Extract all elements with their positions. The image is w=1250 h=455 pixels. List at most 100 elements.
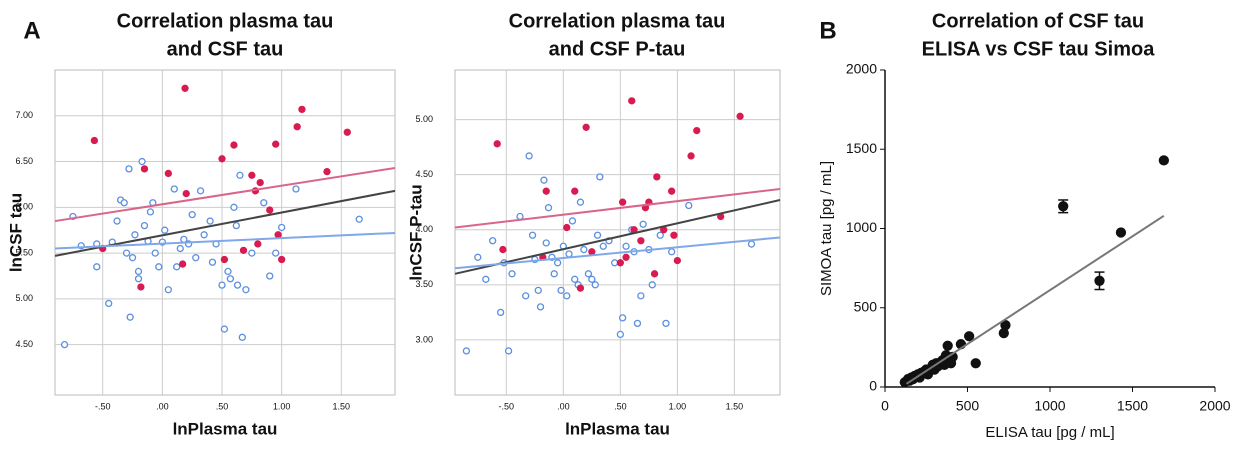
point — [230, 141, 238, 149]
point — [550, 270, 558, 278]
point — [653, 173, 661, 181]
fit-line — [905, 214, 1165, 385]
x-tick-label: .50 — [614, 401, 627, 411]
point — [565, 250, 573, 258]
panel-label: A — [23, 17, 40, 44]
y-tick-label: 5.00 — [15, 293, 33, 303]
point — [206, 217, 214, 225]
fit-line — [54, 231, 396, 250]
y-tick-label: 3.50 — [415, 279, 433, 289]
y-tick-label: 5.50 — [15, 247, 33, 257]
point — [482, 275, 490, 283]
point — [274, 231, 282, 239]
point — [125, 165, 133, 173]
point — [170, 185, 178, 193]
point — [60, 340, 69, 349]
point — [687, 152, 695, 160]
point — [272, 249, 280, 257]
point — [637, 292, 645, 300]
point — [536, 303, 545, 311]
point — [218, 281, 226, 289]
point — [622, 253, 630, 261]
point — [599, 242, 607, 250]
point — [233, 281, 242, 289]
point — [113, 217, 121, 225]
point — [504, 347, 513, 355]
point — [553, 259, 562, 267]
x-tick-label: 1.50 — [333, 401, 351, 411]
x-tick-label: .00 — [557, 401, 570, 411]
y-tick-label: 1000 — [846, 219, 877, 235]
point — [474, 253, 482, 261]
point — [488, 237, 497, 245]
point — [618, 198, 627, 206]
point — [323, 167, 331, 176]
y-tick-label: 1500 — [846, 140, 877, 156]
point — [616, 259, 625, 267]
point — [256, 178, 264, 187]
point — [220, 255, 229, 264]
point — [618, 314, 627, 322]
point — [591, 281, 599, 289]
point — [648, 281, 656, 289]
point — [140, 221, 149, 230]
y-tick-label: 3.00 — [415, 334, 433, 344]
point — [693, 126, 701, 135]
point — [266, 206, 274, 214]
point — [650, 270, 659, 278]
point — [525, 152, 533, 160]
fit-line — [454, 187, 781, 229]
chart-title: Correlation plasma tau — [509, 10, 726, 32]
point — [164, 286, 172, 294]
point — [248, 249, 256, 257]
point — [176, 244, 184, 253]
point — [343, 128, 351, 136]
point — [292, 185, 300, 193]
point — [293, 123, 301, 131]
x-tick-label: .50 — [216, 401, 229, 411]
point — [542, 239, 550, 247]
point — [582, 123, 590, 131]
point — [242, 286, 250, 294]
panel-label: B — [819, 17, 836, 44]
point — [596, 173, 604, 181]
point — [593, 231, 602, 239]
point — [540, 176, 548, 184]
point — [226, 275, 235, 283]
point — [272, 140, 280, 148]
point — [278, 223, 286, 232]
point — [192, 254, 200, 262]
point — [563, 292, 571, 300]
point — [942, 340, 953, 351]
fit-line — [454, 236, 781, 270]
point — [736, 112, 744, 120]
point — [248, 171, 256, 179]
point — [181, 84, 189, 92]
point — [542, 187, 550, 195]
point — [685, 201, 693, 210]
point — [208, 258, 217, 266]
point — [220, 325, 229, 333]
point — [137, 283, 145, 291]
point — [188, 210, 196, 219]
x-tick-label: 1000 — [1034, 398, 1065, 414]
y-tick-label: 6.00 — [15, 202, 33, 212]
x-tick-label: -.50 — [95, 401, 111, 411]
x-tick-label: 1.00 — [273, 401, 291, 411]
point — [196, 187, 205, 195]
point — [496, 308, 505, 317]
x-tick-label: -.50 — [499, 401, 515, 411]
point — [155, 263, 163, 271]
point — [230, 203, 238, 211]
y-tick-label: 4.50 — [415, 169, 433, 179]
point — [140, 165, 149, 173]
point — [355, 215, 363, 223]
point — [534, 286, 542, 294]
fit-line — [54, 166, 396, 223]
fit-line — [454, 199, 781, 275]
point — [138, 157, 146, 166]
point — [508, 270, 516, 278]
y-tick-label: 5.00 — [415, 114, 433, 124]
point — [493, 140, 501, 148]
point — [616, 330, 625, 339]
